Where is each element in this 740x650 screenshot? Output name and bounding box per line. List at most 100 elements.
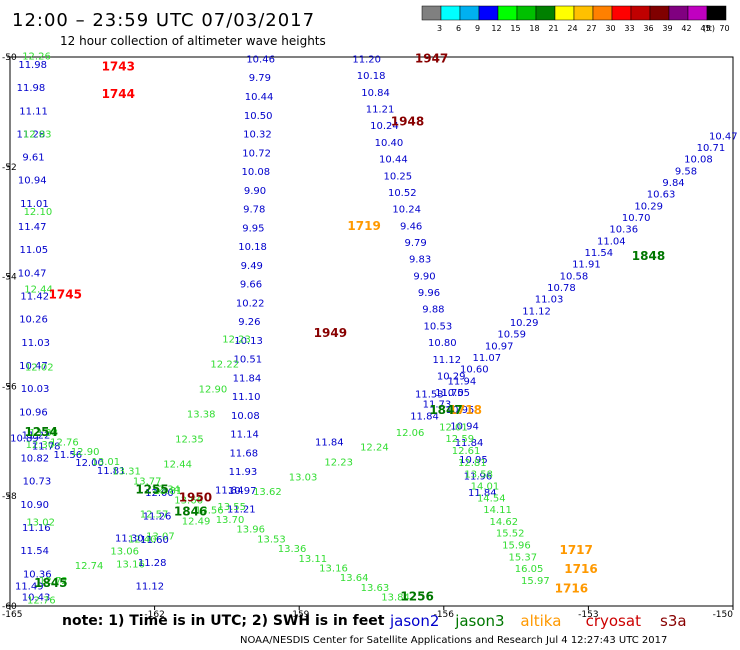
wave-height-value: 10.24	[392, 205, 421, 216]
wave-height-value: 10.70	[622, 213, 651, 224]
wave-height-value: 13.55	[217, 502, 246, 513]
wave-height-value: 12.74	[75, 561, 104, 572]
wave-height-value: 11.12	[522, 306, 551, 317]
colorbar-swatch	[687, 5, 708, 21]
wave-height-value: 12.61	[452, 446, 481, 457]
wave-height-value: 11.12	[135, 582, 164, 593]
y-tick-label: -60	[2, 602, 17, 612]
colorbar-label: 18	[529, 24, 539, 33]
wave-height-value: 12.30	[26, 440, 55, 451]
wave-height-value: 10.89	[10, 433, 39, 444]
pass-time-label: 1716	[564, 562, 597, 576]
colorbar-swatch	[440, 5, 461, 21]
pass-time-label: 1950	[179, 491, 212, 505]
wave-height-value: 12.76	[27, 595, 56, 606]
wave-height-value: 13.53	[257, 534, 286, 545]
wave-height-value: 13.06	[110, 546, 139, 557]
pass-time-label: 1719	[347, 219, 380, 233]
wave-height-value: 10.82	[20, 454, 49, 465]
colorbar-label: 24	[567, 24, 577, 33]
wave-height-value: 9.84	[662, 178, 684, 189]
wave-height-value: 12.24	[360, 443, 389, 454]
wave-height-value: 10.50	[244, 111, 273, 122]
wave-height-value: 13.31	[112, 467, 141, 478]
wave-height-value: 10.25	[384, 171, 413, 182]
wave-height-value: 11.60	[140, 535, 169, 546]
colorbar-label: 39	[662, 24, 672, 33]
wave-height-value: 9.58	[675, 166, 697, 177]
map-frame	[9, 56, 734, 607]
wave-height-value: 13.64	[340, 573, 369, 584]
wave-height-value: 13.02	[26, 518, 55, 529]
colorbar-label: 9	[475, 24, 480, 33]
wave-height-value: 9.49	[241, 261, 263, 272]
wave-height-value: 9.90	[244, 186, 266, 197]
wave-height-value: 9.83	[409, 255, 431, 266]
pass-time-label: 1848	[632, 249, 665, 263]
wave-height-value: 10.80	[428, 338, 457, 349]
wave-height-value: 11.98	[17, 83, 46, 94]
wave-height-value: 11.03	[535, 295, 564, 306]
wave-height-value: 11.54	[20, 546, 49, 557]
footer-credit: NOAA/NESDIS Center for Satellite Applica…	[240, 635, 667, 646]
wave-height-value: 12.93	[23, 129, 52, 140]
wave-height-value: 10.97	[228, 486, 257, 497]
wave-height-value: 12.00	[75, 458, 104, 469]
colorbar-swatch	[516, 5, 537, 21]
wave-height-value: 9.79	[404, 238, 426, 249]
map-axes: -165 -162 -159 -156 -153 -150 -50 -52 -54 -56 -58 -…	[2, 53, 734, 620]
wave-height-value: 11.20	[352, 54, 381, 65]
map-subtitle: 12 hour collection of altimeter wave hei…	[60, 34, 326, 48]
colorbar-swatch	[649, 5, 670, 21]
wave-height-value: 11.10	[232, 392, 261, 403]
wave-height-value: 11.96	[464, 472, 493, 483]
time-labels-layer: 1743 1744 1745 1947 1948 1949 1950 1719 1718 1717…	[24, 51, 665, 603]
colorbar-swatch	[459, 5, 480, 21]
wave-height-value: 13.62	[253, 487, 282, 498]
wave-height-value: 11.05	[20, 245, 49, 256]
wave-height-value: 10.97	[485, 341, 514, 352]
pass-time-label: 1947	[415, 51, 448, 65]
wave-height-value: 11.21	[227, 505, 256, 516]
x-tick-label: -165	[2, 610, 22, 620]
wave-height-value: 13.66	[174, 496, 203, 507]
wave-height-value: 11.84	[455, 438, 484, 449]
wave-height-value: 12.90	[199, 385, 228, 396]
x-tick-label: -162	[144, 610, 164, 620]
wave-height-value: 13.96	[236, 525, 265, 536]
colorbar-label: 42	[681, 24, 691, 33]
wave-height-value: 10.03	[21, 384, 50, 395]
wave-height-value: 10.51	[233, 355, 262, 366]
colorbar-swatch	[668, 5, 689, 21]
pass-time-label: 1948	[391, 115, 424, 129]
wave-height-value: 9.95	[242, 223, 264, 234]
wave-height-value: 11.84	[468, 488, 497, 499]
pass-time-label: 1255	[135, 482, 168, 496]
pass-time-label: 1949	[314, 326, 347, 340]
wave-height-value: 13.84	[381, 593, 410, 604]
wave-height-value: 10.29	[437, 371, 466, 382]
satellite-legend: jason2 jason3 altika cryosat s3a	[389, 612, 687, 630]
x-tick-label: -159	[289, 610, 310, 620]
wave-height-value: 10.95	[459, 455, 488, 466]
wave-height-value: 11.93	[229, 467, 258, 478]
colorbar-label: 27	[586, 24, 596, 33]
y-tick-label: -56	[2, 382, 17, 392]
wave-height-value: 13.81	[154, 486, 183, 497]
wave-height-value: 12.26	[22, 52, 51, 63]
wave-height-value: 9.90	[413, 271, 435, 282]
wave-height-value: 11.84	[215, 485, 244, 496]
colorbar-swatch	[535, 5, 556, 21]
track-layer: 11.9811.9811.1111.289.6110.9411.0111.471…	[10, 52, 738, 607]
wave-height-value: 14.62	[490, 517, 519, 528]
wave-height-value: 10.63	[647, 190, 676, 201]
colorbar-label: 6	[456, 24, 461, 33]
colorbar-swatch	[573, 5, 594, 21]
wave-height-value: 12.34	[152, 485, 181, 496]
wave-height-value: 11.54	[585, 248, 614, 259]
wave-height-value: 12.72	[39, 576, 68, 587]
colorbar-unit: (ft)	[703, 24, 715, 33]
satellite-legend-item: s3a	[660, 612, 687, 630]
wave-height-value: 10.13	[234, 336, 263, 347]
wave-height-value: 11.70	[435, 388, 464, 399]
